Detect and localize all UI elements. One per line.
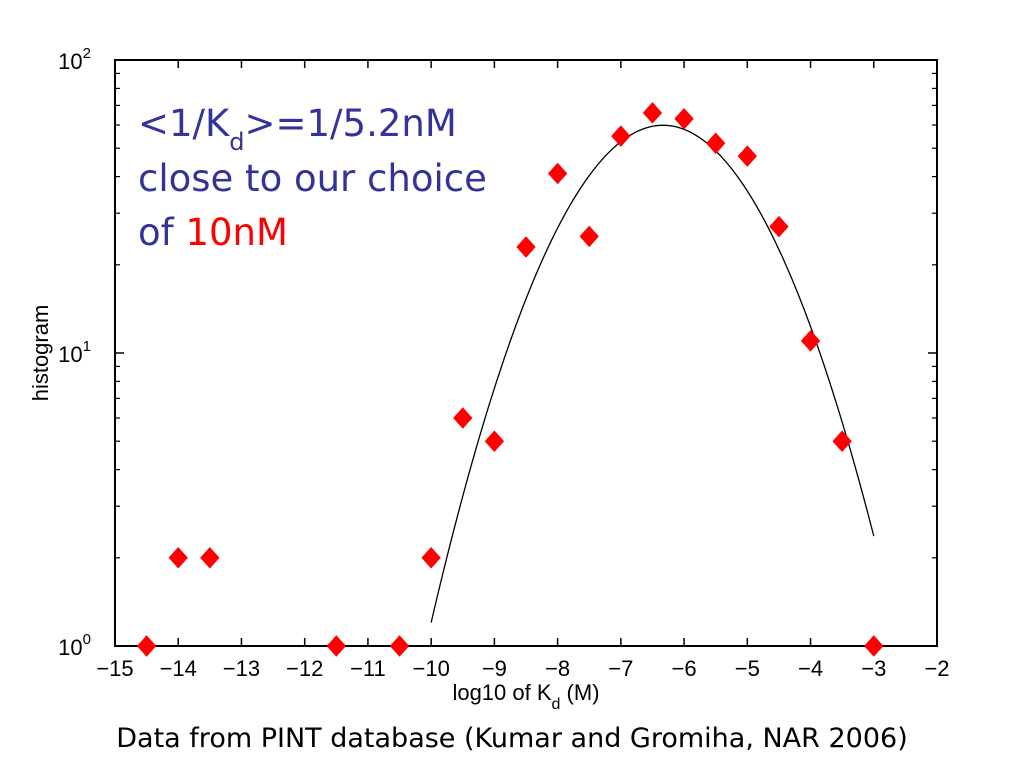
data-point	[200, 547, 220, 569]
y-tick-label-base: 10	[58, 342, 82, 367]
data-point	[421, 547, 441, 569]
data-point	[136, 635, 157, 657]
data-point	[800, 330, 821, 352]
data-point	[168, 547, 188, 569]
annotation-line-1-prefix: <1/K	[138, 102, 231, 145]
x-tick-label: −13	[223, 656, 260, 681]
data-point	[769, 215, 789, 238]
data-points-layer	[136, 102, 884, 657]
data-point	[579, 225, 599, 248]
y-tick-label-base: 10	[58, 49, 82, 74]
y-tick-label: 102	[58, 45, 91, 74]
x-axis-ticks: −15 −14 −13 −12 −11 −10 −9 −8 −7 −6 −5 −4 −3 −2	[96, 60, 950, 681]
data-point	[547, 162, 568, 185]
x-tick-label: −15	[96, 656, 133, 681]
x-tick-label: −9	[482, 656, 507, 681]
x-tick-label: −2	[924, 656, 949, 681]
data-point	[326, 635, 346, 657]
y-tick-label-exponent: 0	[83, 631, 91, 648]
data-point	[864, 635, 884, 657]
x-tick-label: −14	[160, 656, 197, 681]
y-tick-label-base: 10	[58, 635, 82, 660]
x-axis-label-subscript: d	[552, 696, 561, 713]
y-tick-label: 100	[58, 631, 91, 660]
fit-curve	[430, 124, 875, 623]
x-tick-label: −8	[545, 656, 570, 681]
y-axis-label: histogram	[28, 305, 53, 402]
y-tick-label-exponent: 1	[83, 338, 91, 355]
plot-area	[114, 59, 938, 647]
x-axis-label-prefix: log10 of K	[452, 680, 551, 705]
x-tick-label: −11	[350, 656, 386, 681]
annotation-line-3: of 10nM	[138, 211, 288, 254]
data-point	[832, 430, 852, 452]
x-tick-label: −10	[412, 656, 449, 681]
y-tick-label-exponent: 2	[83, 45, 91, 62]
data-point	[389, 635, 410, 657]
annotation-highlight: 10nM	[185, 211, 287, 254]
annotation-line-3-prefix: of	[138, 211, 185, 254]
data-point	[642, 102, 663, 124]
x-axis-label-suffix: (M)	[560, 680, 599, 705]
y-tick-label: 101	[58, 338, 91, 367]
data-point	[674, 108, 694, 130]
annotation-line-2: close to our choice	[138, 157, 487, 200]
x-axis-label: log10 of Kd (M)	[452, 680, 599, 713]
data-point	[516, 236, 536, 258]
fit-curve-layer	[430, 124, 875, 623]
x-tick-label: −4	[798, 656, 823, 681]
caption: Data from PINT database (Kumar and Gromi…	[116, 723, 908, 754]
x-tick-label: −6	[672, 656, 697, 681]
data-point	[706, 132, 726, 154]
x-tick-label: −7	[608, 656, 633, 681]
data-point	[484, 430, 505, 452]
data-point	[737, 145, 757, 167]
data-point	[453, 407, 473, 429]
annotation-line-1: <1/Kd>=1/5.2nM	[138, 102, 457, 156]
x-tick-label: −12	[286, 656, 323, 681]
annotation-line-1-suffix: >=1/5.2nM	[245, 102, 457, 145]
data-point	[611, 125, 631, 147]
x-tick-label: −5	[735, 656, 760, 681]
annotation-line-1-subscript: d	[229, 128, 244, 156]
x-tick-label: −3	[861, 656, 886, 681]
annotation: <1/Kd>=1/5.2nM close to our choice of 10…	[138, 102, 487, 254]
scatter-chart: −15 −14 −13 −12 −11 −10 −9 −8 −7 −6 −5 −4 −3 −2 10010…	[28, 45, 950, 713]
